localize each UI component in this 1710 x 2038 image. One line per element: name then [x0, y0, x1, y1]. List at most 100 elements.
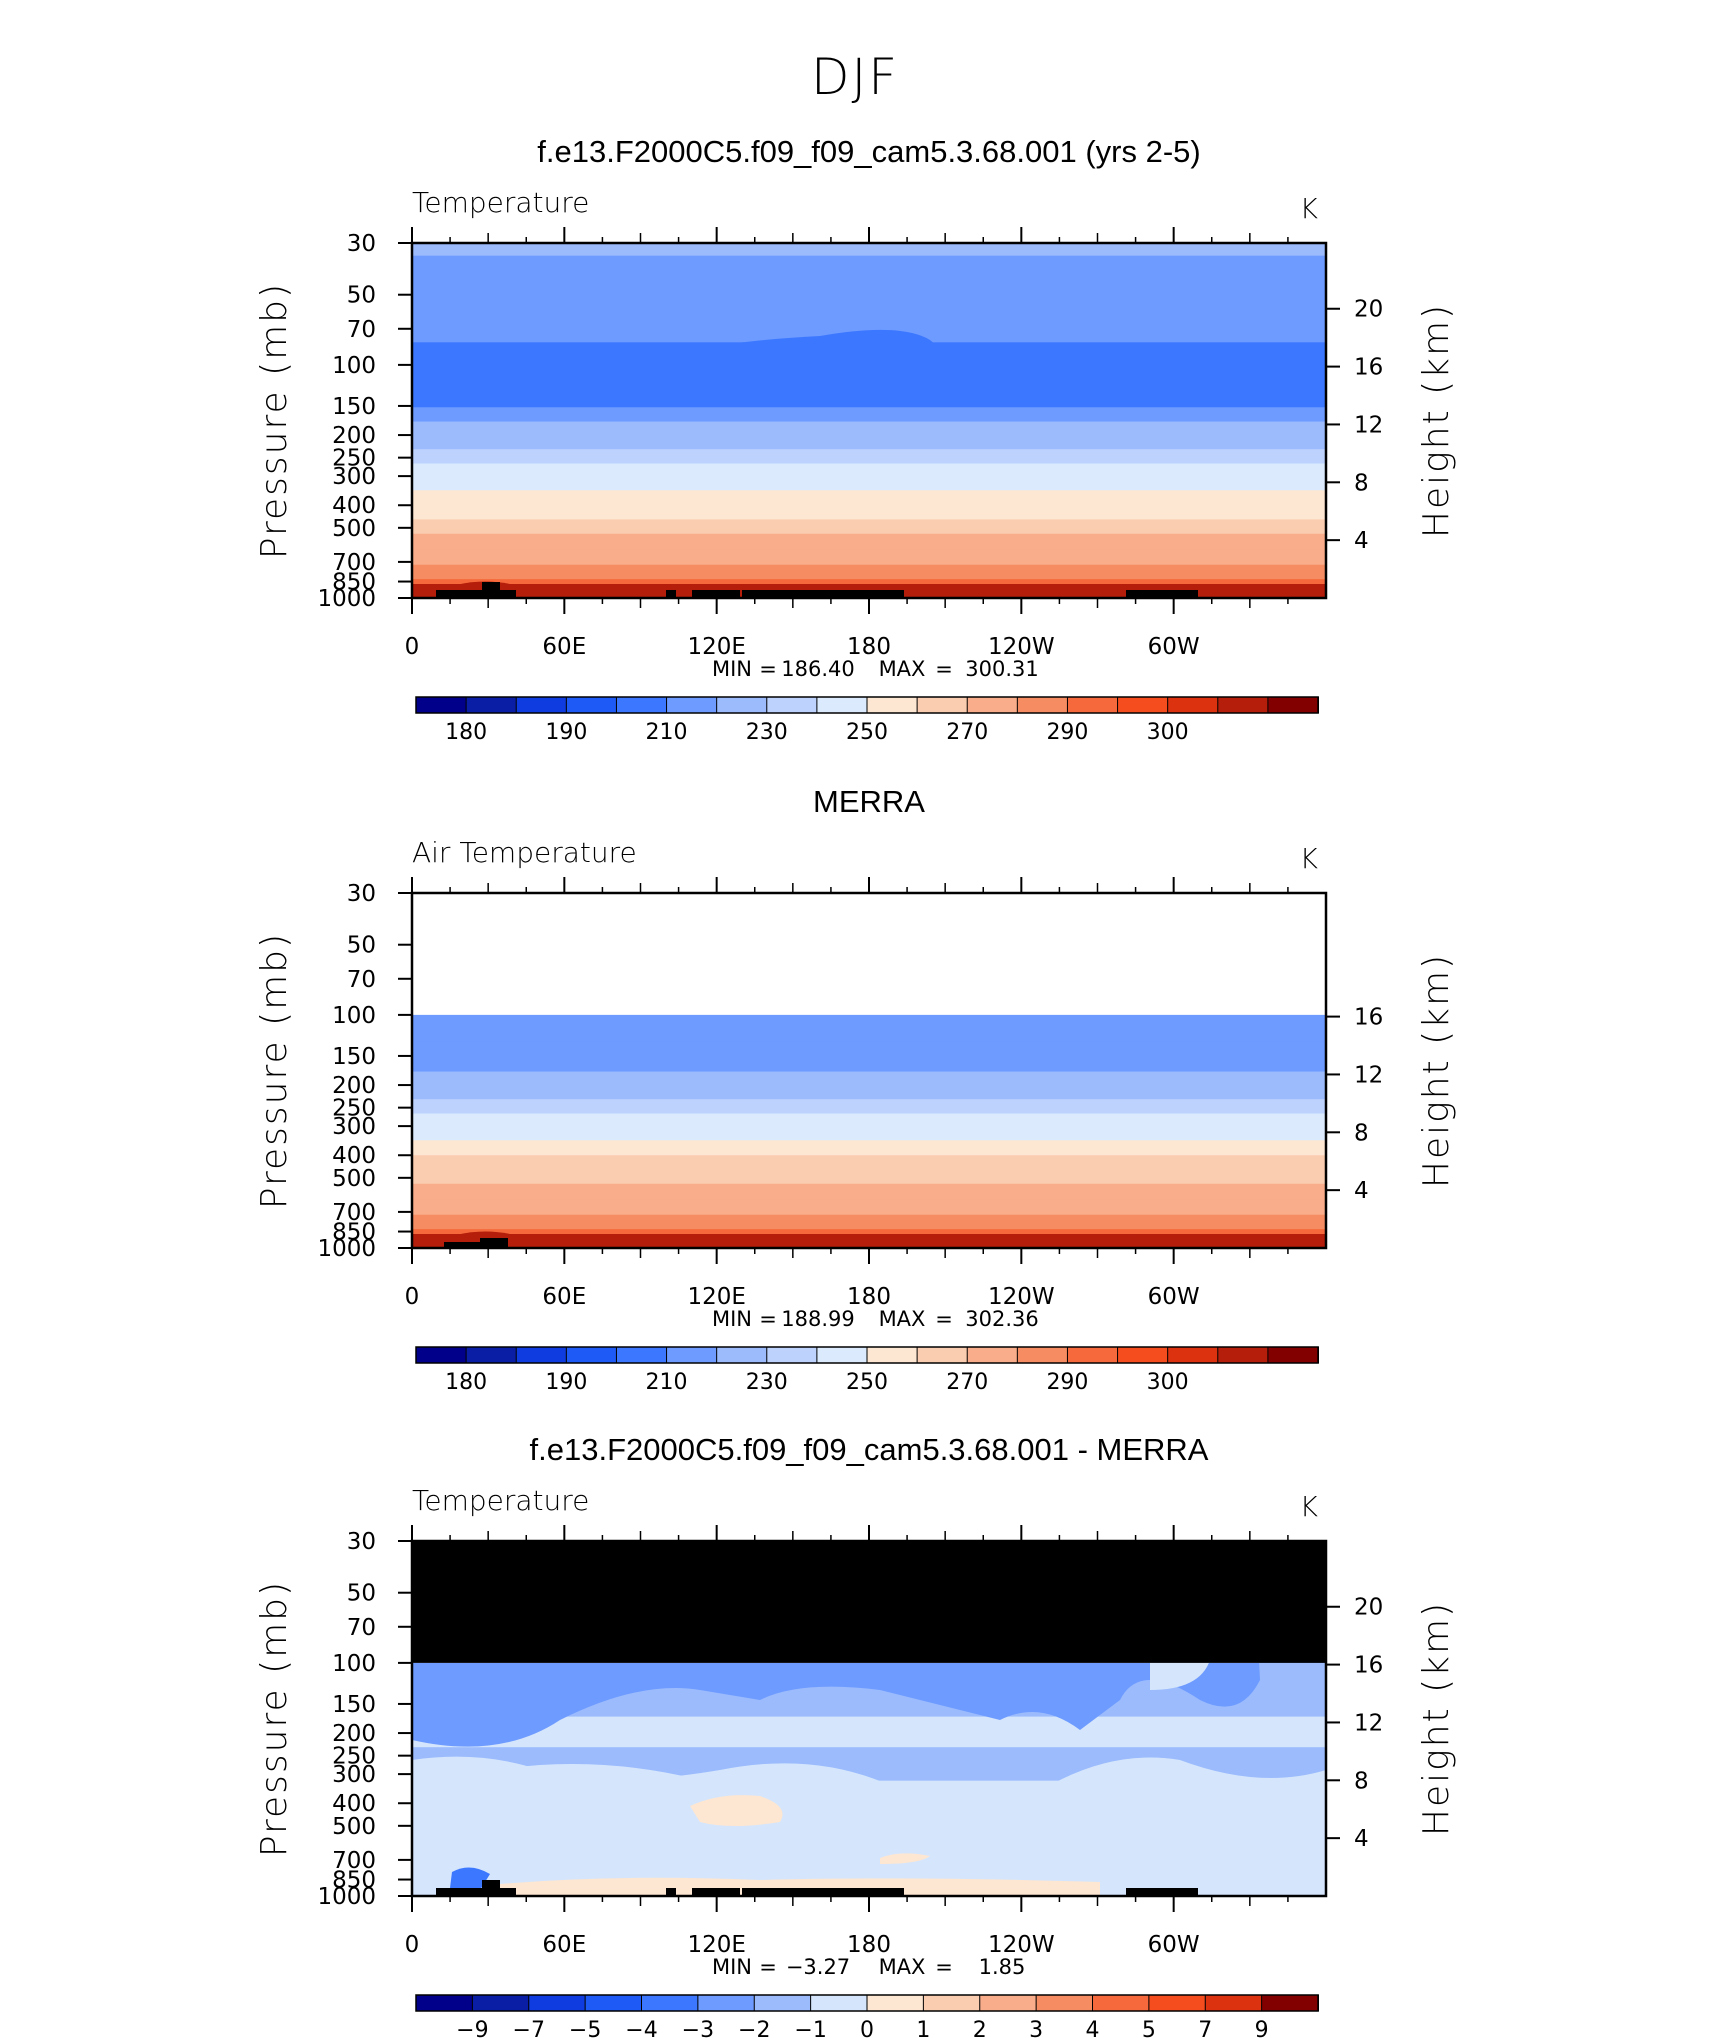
contour-band	[412, 533, 1326, 551]
colorbar-swatch	[1267, 1346, 1320, 1364]
y-tick-label: 30	[347, 231, 376, 257]
colorbar-swatch	[415, 1994, 474, 2012]
x-tick-label: 60W	[1148, 1932, 1200, 1958]
panel-title: f.e13.F2000C5.f09_f09_cam5.3.68.001 - ME…	[530, 1432, 1209, 1467]
y-right-tick-label: 8	[1354, 1120, 1369, 1146]
contour-band	[412, 435, 1326, 450]
y-tick-label: 200	[332, 1073, 376, 1099]
colorbar-label: −4	[625, 2018, 657, 2038]
panel-3: f.e13.F2000C5.f09_f09_cam5.3.68.001 - ME…	[254, 1432, 1457, 2038]
x-tick-label: 120W	[988, 1284, 1055, 1310]
colorbar-label: 270	[946, 1370, 988, 1395]
y-tick-label: 300	[332, 464, 376, 490]
colorbar-swatch	[515, 696, 568, 714]
y-tick-label: 50	[347, 933, 376, 959]
colorbar: −9 −7 −5 −4 −3 −2 −1 0 1 2 3 4 5 7 9	[415, 1994, 1319, 2038]
contour-band	[412, 1199, 1326, 1216]
colorbar-swatch	[615, 696, 668, 714]
colorbar-swatch	[766, 696, 818, 714]
y-tick-label: 70	[347, 317, 376, 343]
contour-band	[412, 1014, 1326, 1042]
y-tick-label: 400	[332, 493, 376, 519]
colorbar-swatch	[1217, 696, 1269, 714]
y-tick-label: 100	[332, 353, 376, 379]
contour-band	[412, 243, 1326, 257]
colorbar-label: 290	[1046, 720, 1088, 745]
colorbar-swatch	[528, 1994, 587, 2012]
y-tick-label: 200	[332, 423, 376, 449]
y-tick-label: 1000	[317, 1236, 376, 1262]
weak-anomaly-region	[412, 1764, 700, 1810]
colorbar-swatch	[816, 696, 869, 714]
colorbar-swatch	[1016, 1346, 1069, 1364]
colorbar-swatch	[753, 1994, 812, 2012]
y-tick-label: 250	[332, 1744, 376, 1770]
colorbar-swatch	[866, 1346, 919, 1364]
colorbar-swatch	[1167, 696, 1219, 714]
y-tick-label: 70	[347, 1615, 376, 1641]
y-tick-label: 400	[332, 1143, 376, 1169]
y-tick-label: 850	[332, 570, 376, 596]
y-right-tick-label: 4	[1354, 1826, 1369, 1852]
y-tick-label: 50	[347, 1581, 376, 1607]
figure-title: DJF	[811, 48, 899, 106]
stat-min-label: MIN	[712, 1955, 752, 1979]
x-tick-label: 60E	[542, 1284, 586, 1310]
y-tick-label: 300	[332, 1114, 376, 1140]
stat-equals: =	[759, 657, 777, 681]
colorbar-swatch	[584, 1994, 643, 2012]
colorbar-label: 250	[846, 720, 888, 745]
stat-equals: =	[935, 1307, 953, 1331]
y-axis-label-right: Height (km)	[1416, 303, 1457, 538]
panel-units: K	[1300, 842, 1319, 875]
colorbar-swatch	[565, 1346, 618, 1364]
topography-mask	[482, 1880, 500, 1896]
y-tick-label: 1000	[317, 1884, 376, 1910]
contour-band	[412, 449, 1326, 465]
colorbar-label: 190	[545, 1370, 587, 1395]
colorbar-swatch	[465, 1346, 518, 1364]
colorbar-label: 180	[445, 720, 487, 745]
stat-equals: =	[935, 1955, 953, 1979]
y-right-tick-label: 8	[1354, 470, 1369, 496]
colorbar-swatch	[966, 1346, 1019, 1364]
y-tick-label: 700	[332, 1848, 376, 1874]
colorbar-label: 1	[916, 2018, 930, 2038]
y-axis-label-right: Height (km)	[1416, 953, 1457, 1188]
y-tick-label: 150	[332, 1044, 376, 1070]
colorbar-swatch	[1066, 1346, 1119, 1364]
contour-band	[412, 421, 1326, 436]
x-tick-label: 0	[405, 1932, 420, 1958]
colorbar-label: 9	[1255, 2018, 1269, 2038]
y-tick-label: 700	[332, 550, 376, 576]
y-tick-label: 200	[332, 1721, 376, 1747]
y-tick-label: 700	[332, 1200, 376, 1226]
positive-anomaly-region	[880, 1853, 930, 1864]
colorbar-swatch	[979, 1994, 1038, 2012]
stat-max-label: MAX	[879, 1307, 926, 1331]
panel-title: MERRA	[813, 784, 925, 819]
colorbar-swatch	[1261, 1994, 1319, 2012]
y-right-tick-label: 12	[1354, 412, 1383, 438]
contour-band	[412, 1057, 1326, 1073]
y-right-tick-label: 12	[1354, 1710, 1383, 1736]
stat-min-value: −3.27	[786, 1955, 850, 1979]
contour-field	[412, 243, 1326, 598]
x-tick-label: 120W	[988, 634, 1055, 660]
contour-band	[412, 490, 1326, 506]
colorbar-label: 250	[846, 1370, 888, 1395]
x-tick-label: 180	[847, 1932, 891, 1958]
colorbar-label: 0	[860, 2018, 874, 2038]
x-tick-label: 120W	[988, 1932, 1055, 1958]
colorbar-swatch	[1148, 1994, 1207, 2012]
colorbar-label: −5	[569, 2018, 601, 2038]
topography-mask	[482, 582, 500, 598]
colorbar-frame	[415, 696, 1319, 714]
y-tick-label: 150	[332, 1692, 376, 1718]
colorbar-label: −9	[456, 2018, 488, 2038]
contour-band	[412, 1085, 1326, 1100]
panel-units: K	[1300, 1490, 1319, 1523]
y-tick-label: 50	[347, 283, 376, 309]
colorbar-swatch	[415, 696, 468, 714]
topography-mask	[436, 590, 516, 598]
